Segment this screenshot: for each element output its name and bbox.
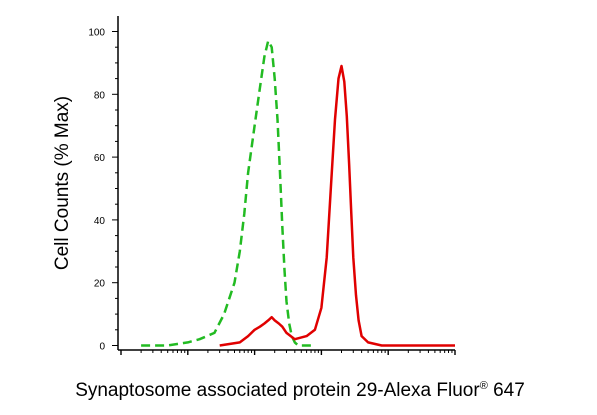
dashed-series-line — [141, 39, 315, 347]
y-tick-label: 80 — [94, 90, 106, 101]
x-axis-title-main: Synaptosome associated protein 29-Alexa … — [75, 380, 480, 401]
y-tick-label: 0 — [99, 342, 105, 353]
x-axis-title-registered-mark: ® — [480, 380, 488, 392]
x-axis-title-suffix: 647 — [488, 380, 525, 401]
y-tick-label: 20 — [94, 279, 106, 290]
series-layer — [141, 39, 455, 347]
y-axis-title: Cell Counts (% Max) — [52, 96, 73, 270]
solid-series-line — [219, 64, 455, 347]
y-tick-label: 60 — [94, 153, 106, 164]
y-tick-label: 100 — [88, 28, 105, 39]
y-tick-label: 40 — [94, 216, 106, 227]
x-axis-title: Synaptosome associated protein 29-Alexa … — [75, 380, 525, 401]
y-axis-ticks: 0 20 40 60 80 100 — [88, 28, 118, 353]
